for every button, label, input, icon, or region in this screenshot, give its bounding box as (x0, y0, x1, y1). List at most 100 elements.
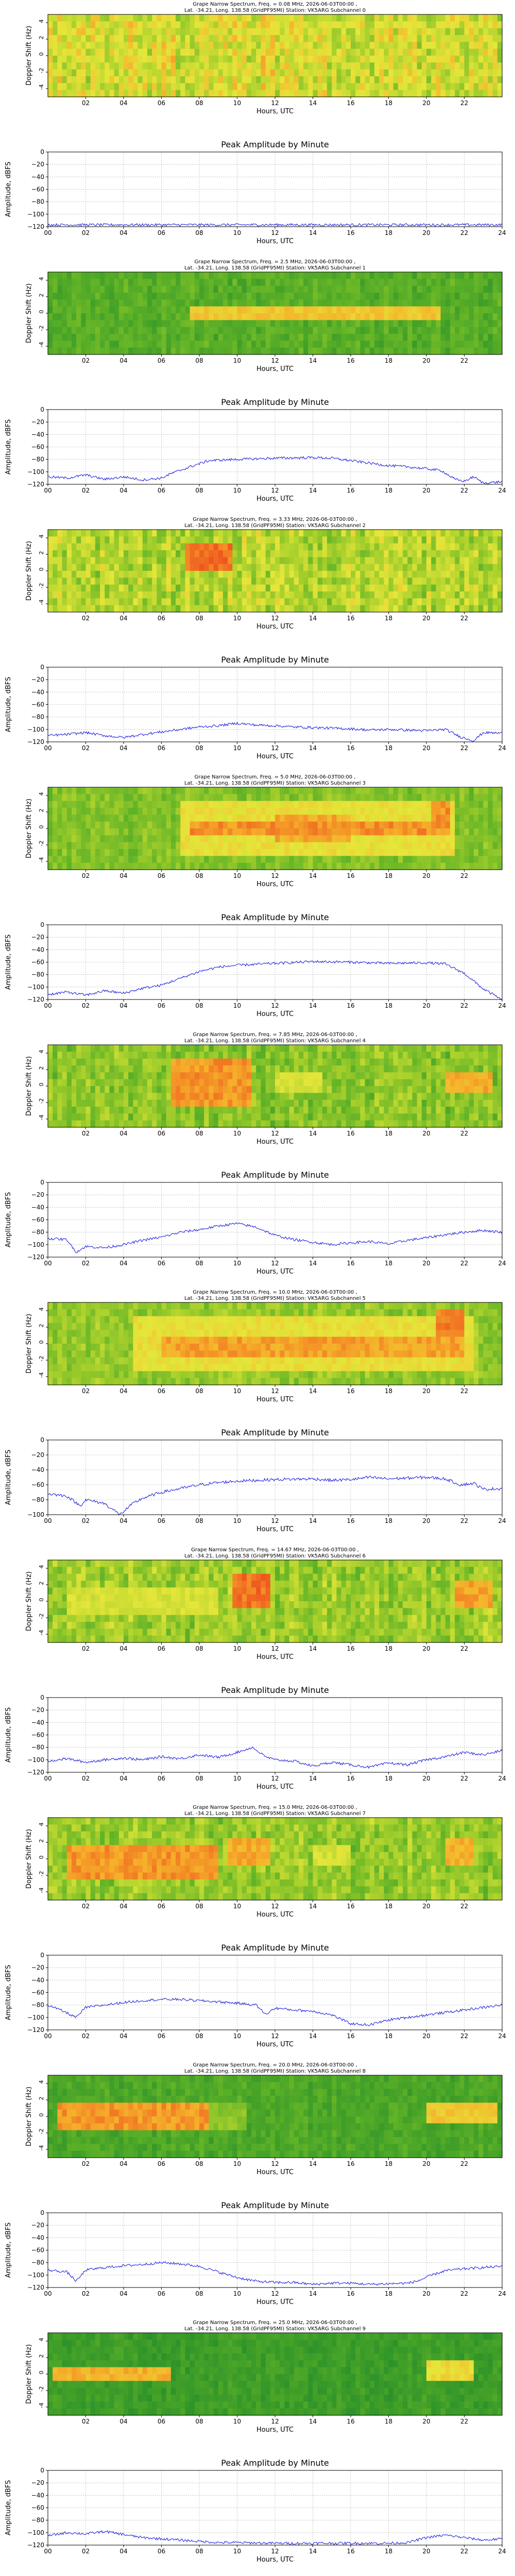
spectrum-x-tick-label: 14 (309, 99, 317, 107)
amplitude-y-tick-label: −100 (27, 468, 44, 476)
amplitude-x-tick-label: 22 (460, 229, 468, 236)
spectrum-y-tick-label: 0 (38, 2113, 45, 2117)
subchannel-5: Grape Narrow Spectrum, Freq. = 10.0 MHz,… (5, 1290, 506, 1533)
amplitude-x-tick-label: 08 (195, 744, 203, 752)
spectrum-y-tick-label: 2 (38, 1582, 45, 1585)
spectrum-x-axis-label: Hours, UTC (256, 1138, 294, 1146)
spectrum-x-tick-label: 12 (271, 1130, 279, 1137)
subchannel-3: Grape Narrow Spectrum, Freq. = 5.0 MHz, … (5, 774, 506, 1018)
amplitude-x-tick-label: 12 (271, 1002, 279, 1009)
spectrum-title-line2: Lat. -34.21, Long. 138.58 (GridPF95MI) S… (184, 2069, 366, 2074)
amplitude-x-tick-label: 22 (460, 487, 468, 494)
spectrum-y-tick-label: 4 (38, 2080, 45, 2084)
spectrum-x-tick-label: 20 (422, 1645, 430, 1652)
spectrum-x-tick-label: 10 (233, 357, 241, 364)
amplitude-x-tick-label: 14 (309, 1002, 317, 1009)
amplitude-x-tick-label: 12 (271, 2032, 279, 2040)
spectrum-y-tick-label: -4 (38, 1115, 45, 1121)
spectrum-y-tick-label: 2 (38, 2097, 45, 2100)
spectrum-x-tick-label: 18 (385, 1645, 392, 1652)
amplitude-y-tick-label: −80 (31, 971, 44, 978)
amplitude-x-tick-label: 20 (422, 1260, 430, 1267)
amplitude-x-tick-label: 00 (44, 744, 52, 752)
amplitude-x-tick-label: 02 (82, 744, 90, 752)
amplitude-y-tick-label: −80 (31, 1496, 44, 1503)
amplitude-x-tick-label: 24 (498, 744, 506, 752)
spectrum-x-tick-label: 16 (347, 615, 354, 622)
spectrum-y-tick-label: 4 (38, 792, 45, 796)
amplitude-y-tick-label: −20 (31, 934, 44, 941)
amplitude-y-axis-label: Amplitude, dBFS (5, 1707, 12, 1763)
spectrum-y-axis-label: Doppler Shift (Hz) (25, 1829, 33, 1889)
spectrum-x-tick-label: 20 (422, 99, 430, 107)
amplitude-y-tick-label: −60 (31, 1732, 44, 1739)
spectrum-x-tick-label: 08 (195, 357, 203, 364)
spectrum-y-tick-label: 2 (38, 809, 45, 812)
amplitude-x-axis-label: Hours, UTC (256, 1783, 294, 1791)
spectrum-y-tick-label: 2 (38, 1066, 45, 1070)
amplitude-y-tick-label: −80 (31, 456, 44, 463)
spectrum-x-tick-label: 06 (158, 872, 165, 879)
spectrum-x-tick-label: 06 (158, 99, 165, 107)
spectrum-x-tick-label: 10 (233, 1387, 241, 1395)
amplitude-y-tick-label: 0 (40, 1952, 44, 1959)
amplitude-y-tick-label: −100 (27, 1511, 44, 1518)
amplitude-x-tick-label: 20 (422, 2032, 430, 2040)
amplitude-x-tick-label: 02 (82, 2548, 90, 2555)
amplitude-x-tick-label: 18 (385, 1775, 392, 1782)
amplitude-x-tick-label: 16 (347, 1517, 354, 1524)
amplitude-y-tick-label: −120 (27, 738, 44, 745)
amplitude-y-tick-label: −120 (27, 481, 44, 488)
amplitude-y-tick-label: −120 (27, 2541, 44, 2549)
spectrum-x-tick-label: 16 (347, 1130, 354, 1137)
spectrum-x-tick-label: 18 (385, 1903, 392, 1910)
spectrum-x-tick-label: 02 (82, 357, 90, 364)
amplitude-x-tick-label: 10 (233, 2548, 241, 2555)
amplitude-y-tick-label: 0 (40, 1694, 44, 1701)
amplitude-frame (47, 2212, 503, 2288)
amplitude-x-tick-label: 06 (158, 1002, 165, 1009)
amplitude-y-tick-label: −20 (31, 161, 44, 168)
spectrum-title-line2: Lat. -34.21, Long. 138.58 (GridPF95MI) S… (184, 1811, 366, 1817)
spectrum-x-tick-label: 16 (347, 357, 354, 364)
amplitude-y-axis-label: Amplitude, dBFS (5, 2480, 12, 2536)
spectrum-x-tick-label: 06 (158, 1130, 165, 1137)
amplitude-x-tick-label: 16 (347, 744, 354, 752)
amplitude-x-tick-label: 14 (309, 1260, 317, 1267)
amplitude-x-tick-label: 04 (119, 1517, 127, 1524)
amplitude-x-tick-label: 22 (460, 1517, 468, 1524)
amplitude-x-tick-label: 04 (119, 1002, 127, 1009)
spectrum-x-tick-label: 06 (158, 2160, 165, 2167)
amplitude-frame (47, 1182, 503, 1258)
spectrum-x-tick-label: 20 (422, 1903, 430, 1910)
amplitude-y-axis-label: Amplitude, dBFS (5, 1965, 12, 2021)
amplitude-y-tick-label: 0 (40, 148, 44, 156)
spectrum-title-line1: Grape Narrow Spectrum, Freq. = 10.0 MHz,… (193, 1290, 357, 1295)
spectrum-x-tick-label: 08 (195, 1645, 203, 1652)
spectrum-title-line1: Grape Narrow Spectrum, Freq. = 0.08 MHz,… (193, 2, 357, 7)
amplitude-y-tick-label: −80 (31, 2259, 44, 2266)
amplitude-y-tick-label: −100 (27, 984, 44, 991)
spectrum-y-tick-label: -2 (38, 68, 45, 74)
spectrum-y-axis-label: Doppler Shift (Hz) (25, 799, 33, 858)
amplitude-y-tick-label: −100 (27, 1756, 44, 1764)
amplitude-y-tick-label: −20 (31, 2479, 44, 2486)
amplitude-x-tick-label: 08 (195, 2548, 203, 2555)
spectrum-y-tick-label: 0 (38, 2371, 45, 2375)
spectrum-x-tick-label: 12 (271, 1645, 279, 1652)
amplitude-frame (47, 1955, 503, 2030)
amplitude-y-tick-label: −60 (31, 2247, 44, 2254)
spectrum-x-tick-label: 12 (271, 2160, 279, 2167)
spectrum-x-tick-label: 18 (385, 615, 392, 622)
amplitude-x-tick-label: 10 (233, 744, 241, 752)
amplitude-y-tick-label: −40 (31, 1204, 44, 1211)
spectrum-y-tick-label: -4 (38, 857, 45, 863)
amplitude-x-tick-label: 22 (460, 1002, 468, 1009)
spectrum-x-tick-label: 04 (119, 1387, 127, 1395)
amplitude-x-tick-label: 12 (271, 2290, 279, 2297)
spectrum-x-tick-label: 14 (309, 1130, 317, 1137)
amplitude-x-tick-label: 22 (460, 1260, 468, 1267)
amplitude-x-tick-label: 16 (347, 1260, 354, 1267)
spectrum-cells (48, 530, 503, 613)
